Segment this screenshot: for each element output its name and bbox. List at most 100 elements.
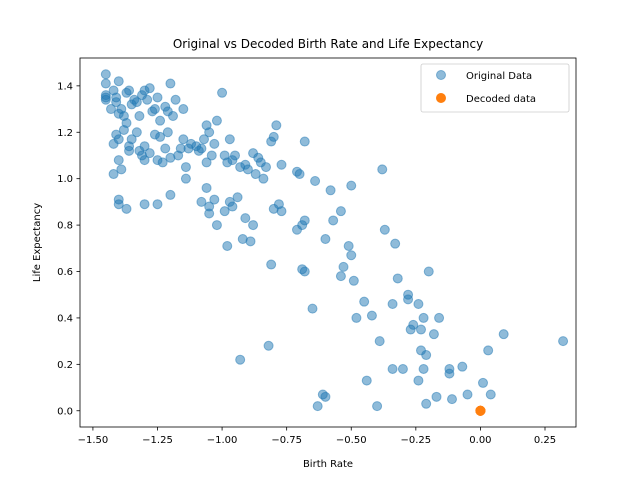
y-tick-label: 1.4 [57,81,73,92]
original-data-point-153 [405,324,416,335]
original-data-point-158 [374,336,385,347]
original-data-point-104 [165,189,176,200]
original-data-point-147 [403,289,414,300]
original-data-point-145 [387,299,398,309]
original-data-point-96 [325,185,336,196]
original-data-point-66 [209,138,220,149]
original-data-point-32 [178,104,189,115]
original-data-point-97 [346,180,357,191]
x-tick-label: −1.00 [207,435,238,446]
original-data-point-181 [421,398,432,409]
original-data-point-81 [258,173,269,184]
original-data-point-178 [317,389,328,400]
original-data-point-18 [134,111,145,122]
original-data-point-107 [201,182,212,193]
original-data-point-138 [348,275,359,286]
original-data-point-180 [372,401,383,412]
x-tick-label: −1.50 [78,435,109,446]
original-data-point-93 [294,169,305,180]
original-data-point-71 [224,134,235,145]
original-data-point-44 [139,141,150,152]
original-data-point-67 [211,115,222,126]
y-axis-label: Life Expectancy [32,203,43,282]
original-data-point-55 [178,134,189,145]
original-data-point-136 [338,261,349,272]
original-data-point-29 [165,78,176,89]
original-data-point-89 [116,164,127,175]
original-data-point-109 [204,208,215,219]
original-data-point-165 [444,368,455,379]
legend-label-original: Original Data [466,71,532,82]
original-data-point-63 [201,157,212,168]
original-data-point-24 [149,104,160,115]
original-data-point-173 [447,394,457,405]
legend-label-decoded: Decoded data [466,94,536,105]
original-data-point-87 [108,169,119,180]
original-data-point-129 [335,206,346,217]
original-data-point-68 [217,87,228,98]
original-data-point-91 [201,120,212,131]
axes-frame [79,57,577,428]
original-data-point-73 [230,150,240,161]
original-data-point-95 [310,176,321,186]
original-data-point-163 [263,340,274,351]
original-data-point-105 [180,173,191,184]
original-data-point-78 [250,169,261,180]
original-data-point-8 [111,92,122,103]
original-data-point-100 [113,199,124,210]
original-data-point-126 [299,215,310,226]
original-data-point-149 [418,312,429,323]
original-data-point-112 [219,206,230,217]
original-data-point-4 [100,92,111,103]
original-data-point-94 [299,136,310,147]
original-data-point-130 [343,240,354,251]
x-axis: −1.50 −1.25 −1.00 −0.75 −0.50 −0.25 0.00 0.25 [78,427,556,446]
original-data-point-119 [245,236,256,247]
original-data-point-17 [131,97,142,108]
original-data-point-174 [462,389,473,400]
original-data-point-161 [418,363,429,374]
original-data-point-84 [268,131,279,142]
y-tick-label: 0.6 [57,267,73,278]
original-data-point-65 [206,150,217,161]
original-data-point-143 [366,310,377,321]
original-data-point-39 [126,134,137,145]
original-data-point-155 [428,329,439,340]
original-data-point-43 [139,155,150,166]
y-tick-label: 0.8 [57,221,73,232]
original-data-point-98 [377,164,388,175]
original-data-point-50 [160,143,171,154]
y-tick-label: 1.2 [57,128,73,139]
legend-marker-original [436,70,446,80]
y-tick-label: 0.0 [57,406,73,417]
chart-title: Original vs Decoded Birth Rate and Life … [173,37,483,51]
x-tick-label: −1.25 [142,435,173,446]
x-tick-label: −0.50 [336,435,367,446]
original-data-point-127 [320,234,331,245]
original-data-point-62 [199,134,209,145]
original-data-point-123 [276,206,287,217]
x-tick-label: 0.25 [534,435,556,446]
original-data-point-9 [113,76,124,87]
original-data-point-120 [222,240,233,251]
original-data-point-26 [155,115,166,126]
original-data-point-169 [498,329,509,340]
original-data-point-162 [235,354,246,365]
original-data-point-0 [100,69,111,80]
original-data-point-167 [361,375,372,386]
decoded-data-point-4 [475,405,486,416]
original-data-point-61 [196,143,207,154]
y-axis: 0.0 0.2 0.4 0.6 0.8 1.0 1.2 1.4 [57,81,80,417]
x-tick-label: 0.00 [469,435,491,446]
original-data-point-179 [312,401,323,412]
x-tick-label: −0.75 [271,435,302,446]
original-data-point-76 [242,164,253,175]
original-data-point-82 [261,162,271,173]
original-data-point-111 [211,220,222,231]
original-data-point-14 [124,85,135,96]
original-data-point-176 [485,389,496,400]
original-data-point-106 [196,196,207,207]
original-data-point-171 [558,336,569,347]
original-data-point-157 [421,350,432,361]
original-data-point-159 [387,363,398,374]
